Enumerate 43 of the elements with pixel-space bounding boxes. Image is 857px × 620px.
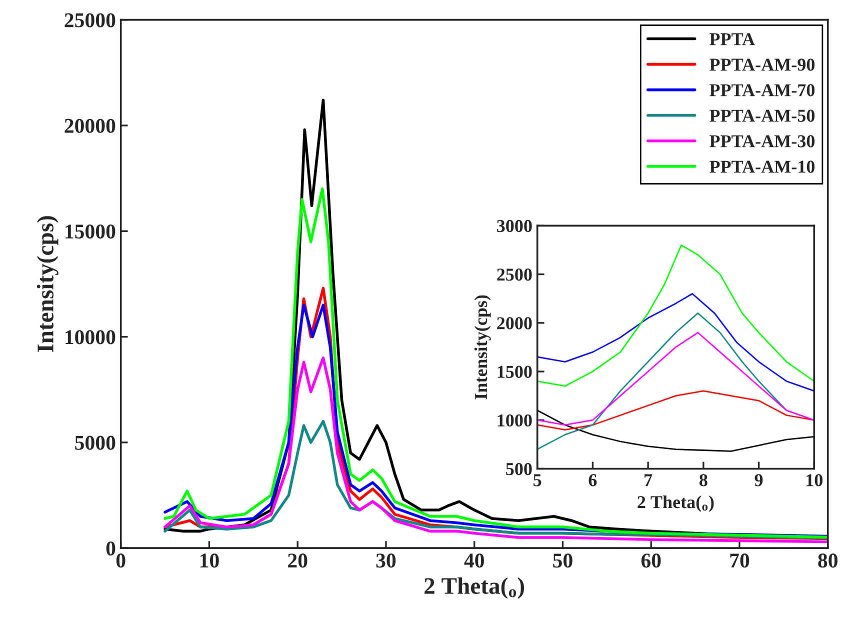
x-tick-label: 40 — [464, 554, 484, 568]
line-series — [164, 187, 828, 538]
x-tick-label: 8 — [700, 474, 708, 486]
y-tick-label: 2000 — [497, 317, 532, 330]
y-tick-label: 25000 — [64, 13, 116, 28]
x-tick-label: 10 — [806, 474, 822, 486]
legend-label: PPTA-AM-10 — [710, 160, 815, 173]
y-tick-label: 5000 — [75, 436, 116, 450]
y-tick-label: 1500 — [498, 366, 532, 378]
y-axis-title: Intensity(cps) — [474, 295, 491, 400]
line-series — [537, 410, 814, 452]
y-tick-label: 1000 — [498, 414, 532, 427]
line-series — [537, 390, 814, 431]
y-tick-label: 0 — [106, 541, 116, 556]
x-tick-label: 70 — [730, 554, 750, 568]
x-tick-label: 7 — [644, 474, 652, 486]
legend-label: PPTA-AM-90 — [710, 58, 815, 71]
y-tick-label: 500 — [506, 462, 532, 476]
y-axis-title: Intensity(cps) — [36, 216, 58, 352]
x-tick-label: 6 — [588, 474, 597, 486]
x-tick-label: 60 — [641, 554, 661, 568]
x-axis-title: 2 Theta($_{o}$) — [424, 577, 524, 599]
x-tick-label: 50 — [553, 554, 572, 568]
y-tick-label: 20000 — [64, 118, 116, 133]
x-tick-label: 20 — [288, 554, 308, 568]
y-tick-label: 3000 — [497, 220, 532, 232]
line-series — [537, 244, 814, 387]
x-axis-title: 2 Theta($_{o}$) — [638, 496, 714, 512]
x-tick-label: 30 — [376, 554, 396, 568]
legend-label: PPTA — [710, 33, 755, 46]
legend-label: PPTA-AM-30 — [710, 135, 815, 148]
x-tick-label: 10 — [200, 554, 219, 568]
x-tick-label: 0 — [116, 554, 126, 568]
y-tick-label: 10000 — [66, 330, 116, 344]
line-series — [537, 293, 814, 392]
x-tick-label: 9 — [754, 474, 763, 486]
y-tick-label: 15000 — [66, 224, 116, 239]
line-series — [537, 332, 814, 426]
legend-label: PPTA-AM-70 — [710, 84, 815, 96]
y-tick-label: 2500 — [497, 268, 532, 281]
x-tick-label: 5 — [534, 474, 542, 486]
legend-label: PPTA-AM-50 — [710, 110, 815, 122]
x-tick-label: 80 — [818, 554, 838, 568]
